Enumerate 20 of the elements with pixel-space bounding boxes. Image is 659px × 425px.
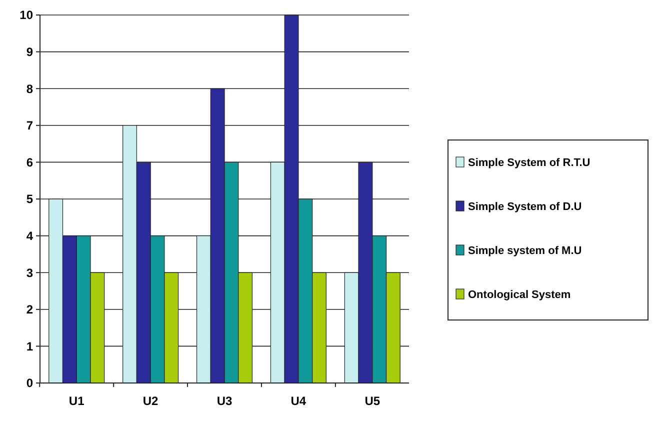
x-tick-label: U3: [216, 394, 232, 408]
y-tick-label: 8: [26, 82, 34, 96]
y-tick-label: 4: [26, 229, 34, 243]
y-tick-label: 9: [26, 45, 34, 59]
y-tick-label: 0: [26, 376, 34, 390]
x-tick-label: U1: [68, 394, 85, 408]
legend-label: Ontological System: [468, 288, 571, 301]
legend-label: Simple System of R.T.U: [468, 156, 590, 169]
x-tick-label: U4: [290, 394, 306, 408]
x-tick-label: U5: [364, 394, 380, 408]
y-tick-label: 7: [26, 118, 34, 133]
x-tick-label: U2: [142, 394, 159, 408]
y-tick-label: 2: [26, 302, 34, 317]
legend-label: Simple System of D.U: [468, 200, 582, 213]
y-tick-label: 10: [20, 8, 34, 22]
y-tick-label: 5: [26, 192, 34, 206]
legend-label: Simple system of M.U: [468, 244, 582, 257]
y-tick-label: 1: [26, 339, 34, 354]
y-tick-label: 3: [26, 266, 34, 280]
y-tick-label: 6: [26, 155, 34, 170]
